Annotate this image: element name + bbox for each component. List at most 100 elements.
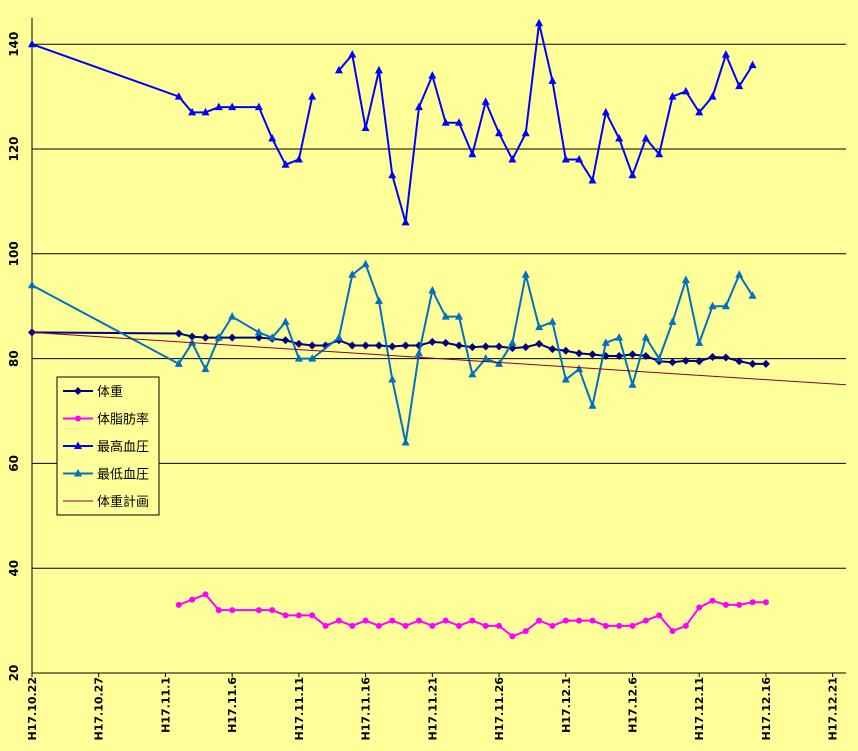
legend-item: 体脂肪率 xyxy=(63,412,149,428)
y-tick-labels: 20 40 60 80 100 120 140 xyxy=(7,32,21,682)
data-point xyxy=(428,337,437,346)
y-tick-label: 40 xyxy=(7,560,21,577)
data-point xyxy=(615,134,624,142)
legend-item: 体重 xyxy=(63,384,123,400)
data-point xyxy=(348,50,357,58)
data-point xyxy=(668,358,677,367)
data-point xyxy=(535,18,544,27)
data-point xyxy=(309,612,316,619)
data-point xyxy=(588,350,597,359)
data-point xyxy=(415,617,422,624)
series-3 xyxy=(28,259,757,446)
data-point xyxy=(401,341,410,350)
data-point xyxy=(748,291,757,299)
data-point xyxy=(536,617,543,624)
data-point xyxy=(188,107,197,116)
data-point xyxy=(28,280,36,289)
data-point xyxy=(281,317,290,325)
series-2 xyxy=(28,18,757,226)
data-point xyxy=(401,217,410,226)
data-point xyxy=(388,342,397,351)
y-tick-label: 60 xyxy=(7,455,21,472)
data-point xyxy=(482,622,489,629)
series-1 xyxy=(175,591,769,640)
legend-marker xyxy=(75,415,81,422)
data-point xyxy=(441,118,450,126)
data-point xyxy=(375,622,382,629)
data-point xyxy=(455,118,464,126)
legend-item: 最高血圧 xyxy=(63,439,149,455)
legend-marker xyxy=(74,469,82,477)
data-point xyxy=(481,342,490,351)
data-point xyxy=(708,301,717,310)
x-tick-label: H17.11.11 xyxy=(293,677,306,741)
data-point xyxy=(189,596,196,603)
x-tick-label: H17.11.6 xyxy=(226,677,239,733)
data-point xyxy=(294,354,303,362)
data-point xyxy=(735,81,744,90)
data-point xyxy=(228,333,237,342)
data-point xyxy=(575,364,584,373)
data-point xyxy=(388,375,397,383)
data-point xyxy=(642,617,649,624)
data-point xyxy=(255,607,262,614)
series-lines xyxy=(28,18,847,640)
data-point xyxy=(228,102,237,111)
data-point xyxy=(308,354,317,362)
data-point xyxy=(188,338,197,346)
data-point xyxy=(668,92,677,100)
data-point xyxy=(641,351,650,360)
data-point xyxy=(429,622,436,629)
data-point xyxy=(28,39,36,48)
legend-marker xyxy=(74,387,82,395)
data-point xyxy=(548,76,557,84)
legend-label: 体重 xyxy=(97,384,123,400)
data-point xyxy=(615,351,624,360)
data-point xyxy=(254,102,263,111)
data-point xyxy=(254,327,263,336)
data-point xyxy=(481,354,490,362)
data-point xyxy=(681,356,690,365)
data-point xyxy=(308,341,317,350)
data-point xyxy=(468,369,477,378)
x-tick-label: H17.11.26 xyxy=(493,677,506,741)
x-tick-label: H17.12.11 xyxy=(693,677,706,741)
data-point xyxy=(414,102,423,111)
data-point xyxy=(281,160,290,168)
data-point xyxy=(588,175,597,184)
x-tick-labels: H17.10.22 H17.10.27 H17.11.1 H17.11.6 H17.11… xyxy=(26,677,840,741)
data-point xyxy=(521,128,530,137)
data-point xyxy=(175,601,182,608)
data-point xyxy=(629,622,636,629)
series-line xyxy=(31,331,766,365)
data-point xyxy=(374,341,383,350)
legend-label: 体重計画 xyxy=(97,494,149,510)
data-point xyxy=(508,154,517,163)
data-point xyxy=(468,343,477,352)
data-point xyxy=(521,270,530,278)
data-point xyxy=(641,134,650,142)
data-point xyxy=(748,359,757,368)
data-point xyxy=(576,617,583,624)
data-point xyxy=(682,622,689,629)
axes xyxy=(31,18,846,677)
data-point xyxy=(495,359,504,367)
data-point xyxy=(495,342,504,351)
data-point xyxy=(228,312,237,320)
data-point xyxy=(428,285,437,294)
data-point xyxy=(708,353,717,362)
data-point xyxy=(268,333,277,341)
data-point xyxy=(655,149,664,158)
data-point xyxy=(548,317,557,325)
data-point xyxy=(696,604,703,611)
data-point xyxy=(681,275,690,283)
data-point xyxy=(374,296,383,304)
x-tick-label: H17.11.21 xyxy=(426,677,439,741)
data-point xyxy=(281,336,290,345)
data-point xyxy=(548,345,557,354)
data-point xyxy=(348,270,357,278)
data-point xyxy=(348,341,357,350)
data-point xyxy=(575,349,584,358)
data-point xyxy=(294,339,303,348)
